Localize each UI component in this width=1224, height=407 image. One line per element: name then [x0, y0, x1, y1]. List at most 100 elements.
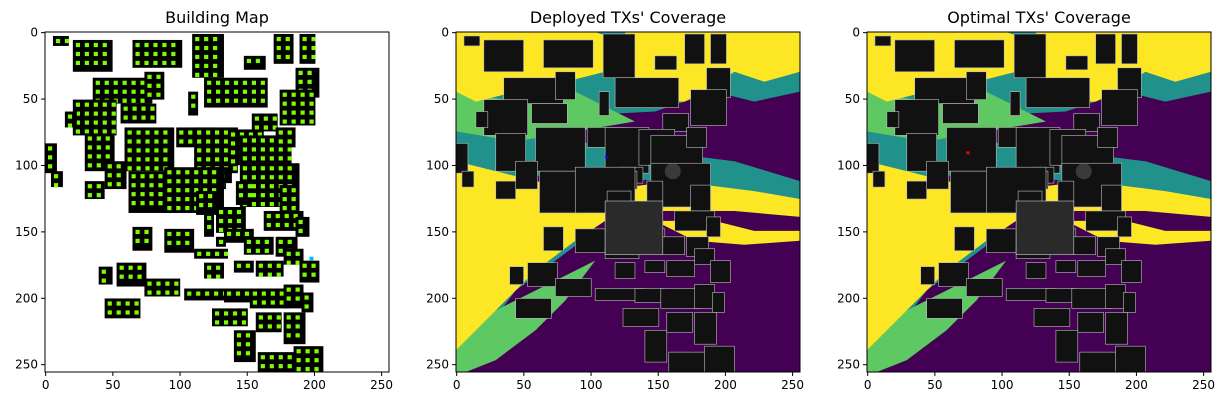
receiver-marker: [154, 157, 159, 162]
receiver-marker: [245, 342, 251, 347]
receiver-marker: [116, 173, 121, 178]
receiver-marker: [278, 175, 283, 180]
receiver-marker: [213, 36, 218, 42]
receiver-marker: [241, 311, 247, 316]
receiver-marker: [131, 183, 136, 188]
x-tick-label: 200: [714, 378, 737, 392]
coverage-map-optimal: [867, 32, 1211, 372]
building: [1055, 329, 1079, 363]
receiver-marker: [314, 367, 319, 372]
receiver-marker: [251, 156, 256, 161]
receiver-marker: [167, 170, 172, 175]
building: [531, 103, 568, 124]
receiver-marker: [203, 170, 208, 175]
y-tick-label: 250: [15, 358, 38, 372]
receiver-marker: [147, 290, 152, 295]
receiver-marker: [131, 89, 136, 94]
receiver-marker: [174, 281, 179, 286]
building: [867, 143, 880, 174]
receiver-marker: [167, 197, 172, 202]
receiver-marker: [111, 120, 116, 125]
receiver-marker: [251, 166, 256, 171]
receiver-marker: [53, 183, 59, 188]
receiver-marker: [176, 240, 181, 245]
panel-building-map: Building Map 0 50 100 150 200 250 0 50 100 150 200…: [15, 8, 393, 392]
receiver-marker: [269, 193, 274, 198]
receiver-marker: [242, 98, 248, 103]
receiver-marker: [127, 139, 132, 144]
receiver-marker: [215, 130, 220, 135]
building: [1055, 260, 1077, 273]
receiver-marker: [105, 154, 110, 159]
receiver-marker: [251, 184, 256, 189]
receiver-marker: [75, 51, 81, 57]
receiver-marker: [260, 98, 265, 103]
building: [926, 298, 963, 319]
building: [690, 184, 711, 212]
receiver-marker: [295, 296, 300, 301]
building: [926, 160, 949, 190]
receiver-marker: [260, 138, 265, 143]
receiver-marker: [287, 147, 292, 152]
panel-title: Optimal TXs' Coverage: [947, 8, 1131, 27]
receiver-marker: [149, 192, 154, 197]
receiver-marker: [232, 166, 238, 171]
receiver-marker: [213, 63, 218, 69]
building: [1095, 33, 1116, 65]
receiver-marker: [196, 291, 201, 296]
receiver-marker: [236, 209, 242, 215]
receiver-marker: [235, 231, 241, 237]
building: [920, 266, 935, 285]
receiver-marker: [260, 89, 265, 94]
receiver-marker: [131, 80, 136, 85]
receiver-marker: [291, 188, 296, 193]
receiver-marker: [276, 45, 281, 51]
receiver-marker: [203, 179, 208, 184]
receiver-marker: [207, 274, 212, 279]
receiver-marker: [140, 201, 145, 206]
receiver-marker: [84, 60, 89, 66]
receiver-marker: [107, 182, 112, 187]
y-tick-label: 50: [434, 92, 449, 106]
receiver-marker: [135, 60, 140, 66]
receiver-marker: [255, 248, 260, 253]
building: [954, 226, 975, 252]
receiver-marker: [185, 240, 190, 245]
receiver-marker: [213, 45, 218, 51]
receiver-marker: [252, 291, 257, 296]
receiver-marker: [204, 36, 209, 42]
building: [1105, 284, 1126, 309]
receiver-marker: [207, 89, 212, 94]
receiver-marker: [185, 205, 190, 211]
building: [555, 71, 576, 100]
receiver-marker: [140, 89, 145, 94]
rooftop-dome: [1075, 163, 1092, 180]
receiver-marker: [278, 239, 283, 244]
receiver-marker: [195, 36, 200, 42]
receiver-marker: [176, 205, 181, 211]
receiver-marker: [224, 89, 230, 94]
receiver-marker: [140, 183, 145, 188]
receiver-marker: [84, 129, 89, 134]
receiver-marker: [304, 295, 309, 300]
receiver-marker: [266, 213, 271, 219]
receiver-marker: [176, 231, 181, 237]
receiver-marker: [84, 51, 89, 57]
receiver-marker: [269, 364, 274, 369]
receiver-marker: [226, 231, 232, 237]
receiver-marker: [295, 260, 300, 265]
receiver-marker: [248, 132, 254, 137]
receiver-marker: [246, 239, 252, 244]
building: [602, 33, 636, 79]
x-tick-label: 200: [303, 378, 326, 392]
receiver-marker: [145, 130, 150, 135]
receiver-marker: [87, 163, 92, 168]
receiver-marker: [230, 141, 236, 146]
receiver-marker: [101, 269, 106, 274]
receiver-marker: [135, 229, 140, 235]
receiver-marker: [269, 147, 274, 152]
building: [1105, 312, 1128, 345]
receiver-marker: [261, 291, 266, 296]
receiver-marker: [251, 193, 256, 198]
building: [301, 292, 314, 313]
